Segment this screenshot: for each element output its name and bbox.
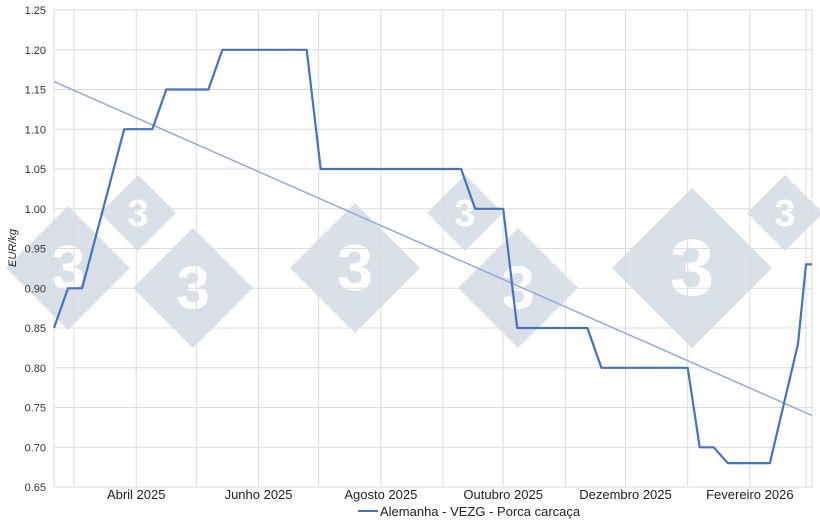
watermark-layer: 333 333 33 — [6, 175, 820, 348]
y-tick-label: 0.95 — [25, 244, 46, 256]
watermark-8: 3 — [747, 175, 820, 251]
y-axis-label: EUR/kg — [7, 228, 19, 267]
x-tick-label: Agosto 2025 — [344, 487, 417, 502]
y-tick-label: 1.20 — [25, 45, 46, 57]
plot-area — [52, 48, 813, 465]
legend[interactable]: Alemanha - VEZG - Porca carcaça — [358, 504, 581, 519]
trendline — [53, 80, 813, 417]
y-tick-label: 0.65 — [25, 482, 46, 494]
watermark-diamond — [6, 206, 130, 330]
y-tick-label: 1.25 — [25, 5, 46, 17]
y-tick-label: 0.80 — [25, 363, 46, 375]
watermark-diamond — [427, 175, 503, 251]
watermark-2: 3 — [100, 175, 176, 251]
y-tick-label: 1.10 — [25, 124, 46, 136]
grid-lines — [53, 9, 813, 488]
y-axis-ticks: 0.65 0.70 0.75 0.80 0.85 0.90 0.95 1.00 1.05 1.10… — [25, 5, 46, 494]
y-tick-label: 0.75 — [25, 403, 46, 415]
y-tick-label: 1.05 — [25, 164, 46, 176]
watermark-5: 3 — [427, 175, 503, 251]
watermark-diamond — [100, 175, 176, 251]
watermark-glyph: 3 — [127, 193, 148, 235]
y-tick-label: 1.15 — [25, 85, 46, 97]
x-tick-label: Outubro 2025 — [463, 487, 543, 502]
x-tick-label: Abril 2025 — [107, 487, 166, 502]
x-tick-label: Junho 2025 — [225, 487, 293, 502]
watermark-glyph: 3 — [670, 223, 715, 312]
x-axis-ticks: Abril 2025 Junho 2025 Agosto 2025 Outubro 2… — [107, 487, 794, 502]
watermark-glyph: 3 — [51, 234, 85, 303]
x-tick-label: Fevereiro 2026 — [706, 487, 793, 502]
watermark-diamond — [747, 175, 820, 251]
series-line-1 — [52, 48, 812, 465]
x-tick-label: Dezembro 2025 — [579, 487, 672, 502]
watermark-4: 3 — [290, 203, 420, 333]
watermark-7: 3 — [612, 188, 772, 348]
watermark-glyph: 3 — [774, 193, 795, 235]
watermark-glyph: 3 — [454, 193, 475, 235]
legend-label: Alemanha - VEZG - Porca carcaça — [380, 504, 581, 519]
y-tick-label: 0.90 — [25, 283, 46, 295]
watermark-1: 3 — [6, 206, 130, 330]
watermark-diamond — [290, 203, 420, 333]
watermark-glyph: 3 — [337, 231, 373, 304]
y-tick-label: 1.00 — [25, 204, 46, 216]
y-tick-label: 0.85 — [25, 323, 46, 335]
y-tick-label: 0.70 — [25, 442, 46, 454]
watermark-diamond — [612, 188, 772, 348]
